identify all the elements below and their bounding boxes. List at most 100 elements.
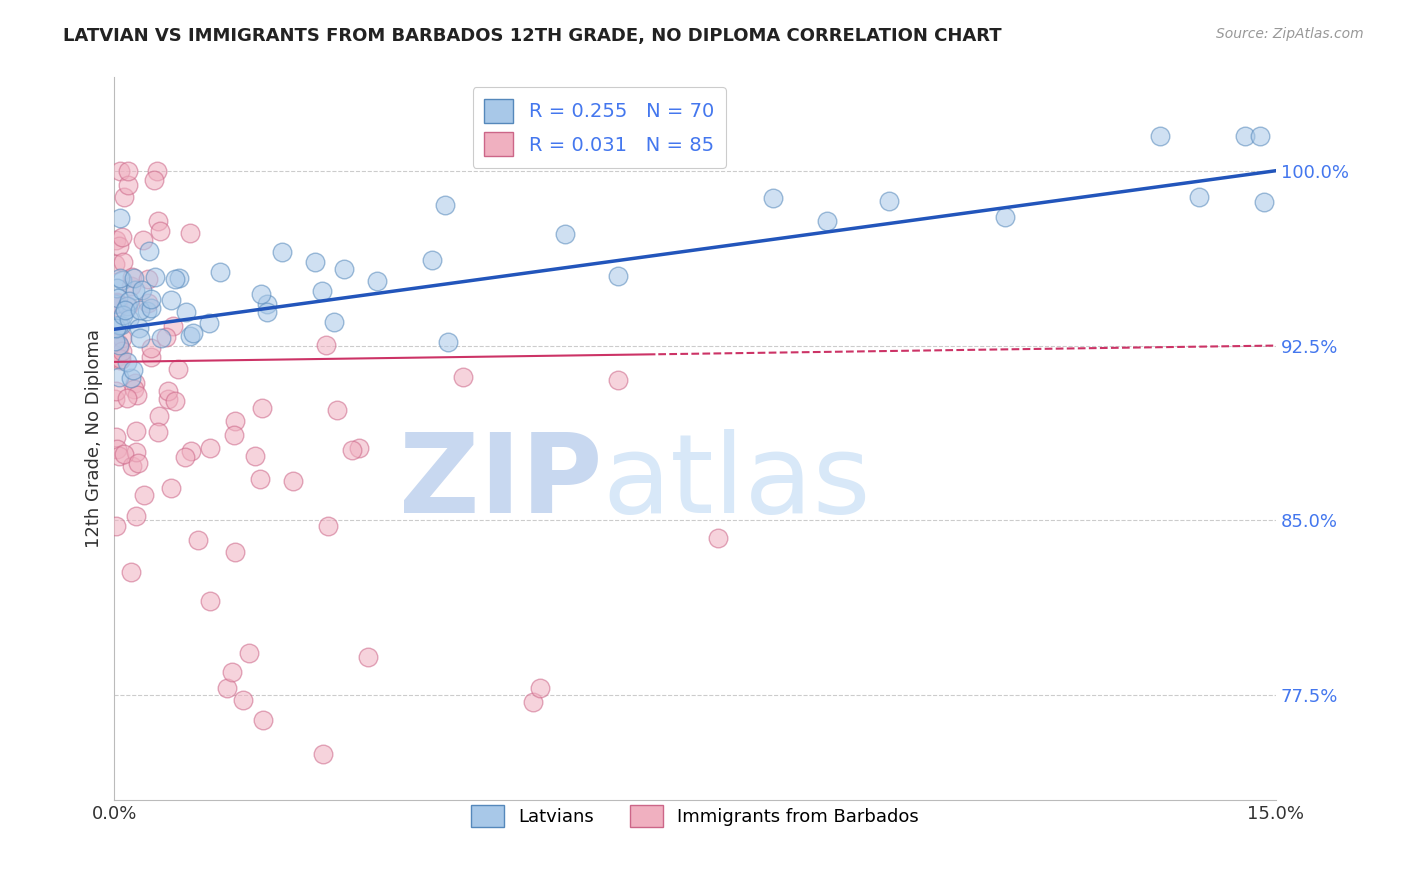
Point: [111, 331, 134, 345]
Point: [312, 747, 335, 761]
Point: [107, 291, 129, 305]
Point: [122, 270, 145, 285]
Point: [139, 342, 162, 356]
Point: [318, 519, 340, 533]
Point: [146, 214, 169, 228]
Point: [166, 362, 188, 376]
Point: [215, 681, 238, 696]
Point: [762, 191, 785, 205]
Point: [114, 302, 136, 317]
Point: [105, 351, 128, 365]
Point: [108, 338, 131, 352]
Point: [115, 299, 138, 313]
Point: [141, 292, 163, 306]
Point: [120, 278, 142, 293]
Text: LATVIAN VS IMMIGRANTS FROM BARBADOS 12TH GRADE, NO DIPLOMA CORRELATION CHART: LATVIAN VS IMMIGRANTS FROM BARBADOS 12TH…: [63, 27, 1002, 45]
Point: [238, 646, 260, 660]
Point: [118, 312, 141, 326]
Point: [127, 456, 149, 470]
Point: [1187, 190, 1209, 204]
Point: [315, 338, 337, 352]
Point: [160, 293, 183, 307]
Point: [108, 340, 131, 354]
Point: [105, 320, 128, 334]
Point: [311, 285, 333, 299]
Point: [117, 163, 139, 178]
Point: [256, 305, 278, 319]
Point: [1149, 128, 1171, 143]
Point: [250, 401, 273, 416]
Point: [165, 272, 187, 286]
Point: [149, 331, 172, 345]
Point: [1233, 128, 1256, 143]
Point: [124, 376, 146, 391]
Point: [118, 294, 141, 309]
Point: [107, 318, 129, 332]
Point: [138, 244, 160, 258]
Point: [108, 163, 131, 178]
Point: [111, 255, 134, 269]
Point: [105, 519, 128, 533]
Point: [117, 300, 139, 314]
Point: [304, 255, 326, 269]
Point: [707, 532, 730, 546]
Point: [107, 370, 129, 384]
Point: [128, 320, 150, 334]
Point: [433, 198, 456, 212]
Point: [117, 391, 139, 405]
Point: [249, 472, 271, 486]
Point: [149, 224, 172, 238]
Legend: Latvians, Immigrants from Barbados: Latvians, Immigrants from Barbados: [464, 798, 927, 835]
Point: [128, 303, 150, 318]
Point: [104, 384, 127, 399]
Point: [156, 384, 179, 398]
Point: [357, 650, 380, 665]
Point: [342, 442, 364, 457]
Point: [224, 545, 246, 559]
Point: [224, 428, 246, 442]
Point: [121, 458, 143, 473]
Point: [124, 283, 146, 297]
Point: [105, 294, 128, 309]
Point: [125, 508, 148, 523]
Point: [436, 335, 458, 350]
Point: [606, 268, 628, 283]
Point: [105, 295, 128, 310]
Point: [107, 336, 129, 351]
Point: [127, 388, 149, 402]
Point: [110, 318, 132, 332]
Point: [104, 392, 127, 406]
Point: [132, 233, 155, 247]
Point: [107, 300, 129, 314]
Point: [180, 443, 202, 458]
Point: [131, 284, 153, 298]
Point: [187, 533, 209, 548]
Point: [139, 301, 162, 315]
Point: [104, 297, 127, 311]
Point: [200, 594, 222, 608]
Point: [606, 373, 628, 387]
Point: [111, 230, 134, 244]
Point: [108, 270, 131, 285]
Point: [179, 328, 201, 343]
Point: [994, 210, 1017, 224]
Point: [197, 316, 219, 330]
Point: [105, 442, 128, 456]
Point: [160, 481, 183, 495]
Point: [139, 351, 162, 365]
Point: [155, 329, 177, 343]
Point: [125, 444, 148, 458]
Point: [110, 352, 132, 367]
Point: [815, 214, 838, 228]
Point: [148, 409, 170, 424]
Point: [115, 355, 138, 369]
Point: [366, 274, 388, 288]
Point: [120, 371, 142, 385]
Point: [105, 281, 128, 295]
Point: [146, 163, 169, 178]
Point: [200, 441, 222, 455]
Point: [250, 287, 273, 301]
Point: [221, 665, 243, 679]
Point: [105, 430, 128, 444]
Point: [138, 296, 160, 310]
